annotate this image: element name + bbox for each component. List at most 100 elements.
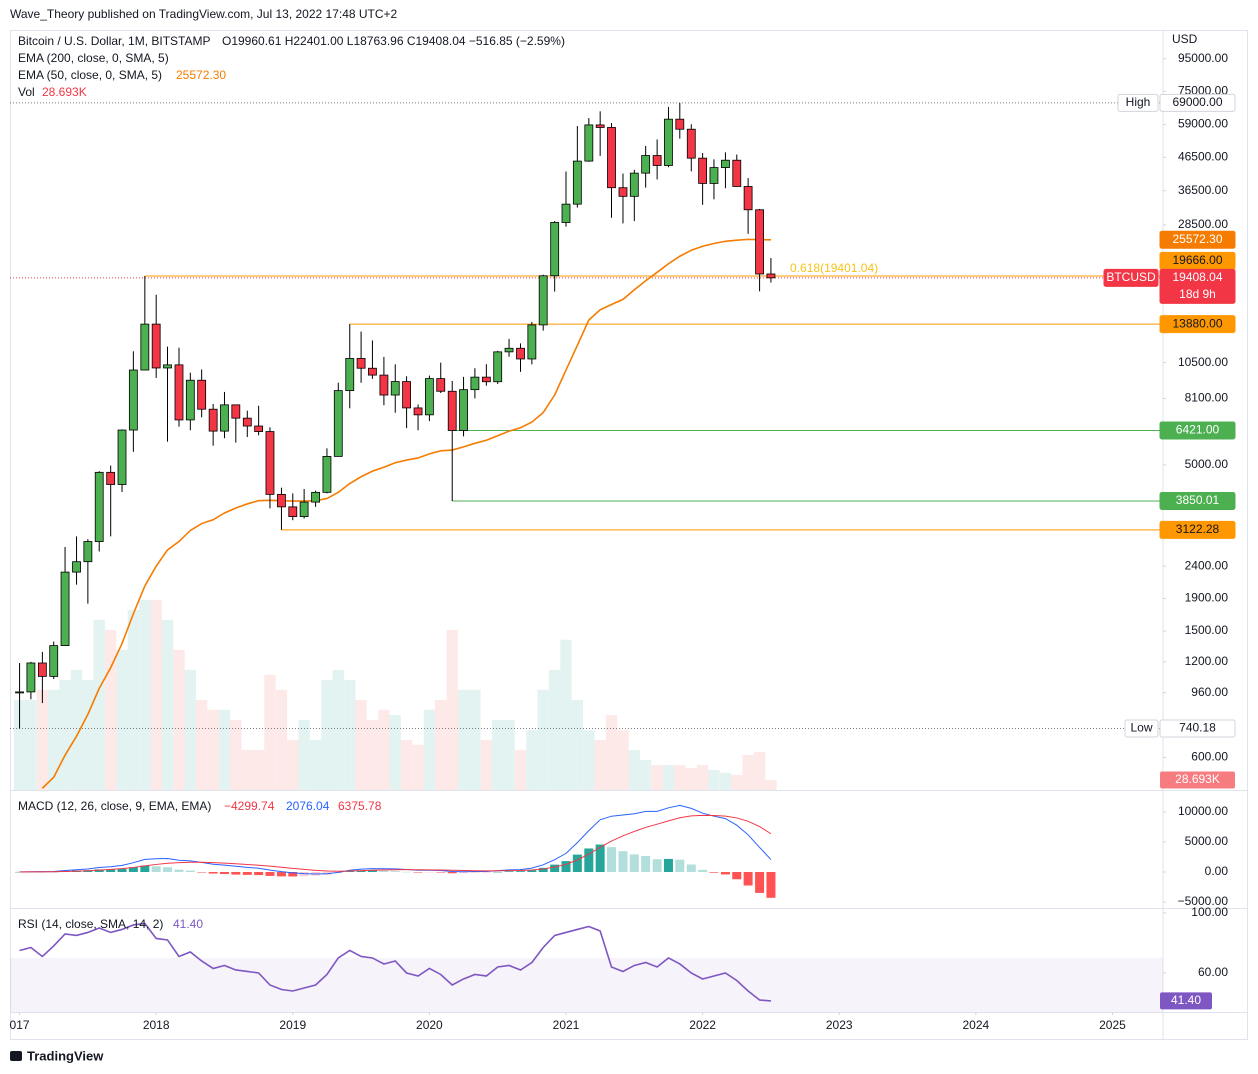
volume-bar	[93, 619, 105, 790]
volume-bar	[696, 765, 709, 790]
axis-label-box	[1159, 719, 1236, 738]
publisher: Wave_Theory published on TradingView.com…	[10, 7, 398, 21]
candle-body	[83, 541, 93, 563]
y-tick-label: 10500.00	[1178, 355, 1228, 369]
volume-bar	[594, 739, 606, 790]
macd-line	[19, 804, 772, 875]
volume-bar	[25, 699, 37, 790]
axis-tag: BTCUSD	[1106, 270, 1156, 284]
volume-bar	[537, 689, 549, 790]
frame	[10, 30, 1248, 1040]
legend-ema50-value: 25572.30	[176, 68, 226, 82]
volume-bar	[127, 609, 140, 790]
brand-name: TradingView	[27, 1048, 104, 1063]
macd-histogram-bar	[493, 871, 503, 873]
legend-macd-signal: 6375.78	[338, 799, 382, 813]
macd-histogram-bar	[504, 871, 514, 873]
macd-histogram-bar	[618, 851, 628, 873]
candle-body	[140, 323, 150, 371]
macd-histogram-bar	[652, 859, 662, 873]
macd-line	[19, 814, 772, 873]
volume-bar	[82, 680, 94, 790]
axis-label: 13880.00	[1172, 316, 1222, 330]
legend-ema200: EMA (200, close, 0, SMA, 5)	[18, 51, 169, 65]
legend-ohlc: O19960.61 H22401.00 L18763.96 C19408.04 …	[222, 34, 565, 48]
candle-body	[106, 471, 116, 485]
candle-body	[117, 429, 127, 485]
candle-body	[322, 456, 332, 493]
candle-body	[755, 209, 764, 275]
macd-histogram-bar	[174, 869, 184, 873]
x-tick-label: 2024	[962, 1018, 989, 1032]
macd-histogram-bar	[276, 872, 286, 877]
volume-bar	[605, 715, 618, 790]
volume-bar	[492, 719, 504, 790]
x-tick-label: 2018	[143, 1018, 170, 1032]
y-tick-label: 5000.00	[1185, 457, 1229, 471]
macd-histogram-bar	[709, 872, 719, 873]
volume-bar	[275, 689, 288, 790]
candle-body	[151, 323, 161, 369]
axis-tag-box	[1124, 719, 1159, 738]
axis-label: 19408.04	[1172, 270, 1222, 284]
candle-body	[686, 128, 696, 159]
macd-histogram-bar	[470, 872, 480, 873]
macd-histogram-bar	[606, 847, 616, 873]
volume-bar	[400, 739, 413, 790]
axis-label: 3122.28	[1176, 522, 1220, 536]
macd-histogram-bar	[698, 869, 708, 873]
volume-bar	[366, 719, 379, 790]
candle-body	[49, 645, 59, 677]
candle-body	[185, 379, 195, 421]
axis-label: 25572.30	[1172, 232, 1222, 246]
candle-body	[288, 506, 298, 517]
x-tick-label: 2023	[826, 1018, 853, 1032]
candle-body	[516, 347, 525, 360]
volume-bar	[731, 774, 743, 790]
axis-tag-box	[1117, 93, 1159, 112]
y-tick-label: 100.00	[1191, 905, 1228, 919]
candle-body	[561, 203, 571, 223]
macd-histogram-bar	[345, 871, 355, 873]
candle-body	[220, 404, 229, 432]
x-tick-label: 2019	[279, 1018, 306, 1032]
macd-histogram-bar	[390, 871, 400, 873]
y-tick-label: 600.00	[1191, 750, 1228, 764]
y-tick-label: 46500.00	[1178, 149, 1228, 163]
rsi-band	[10, 957, 1163, 1012]
macd-histogram-bar	[663, 858, 673, 873]
volume-bar	[116, 649, 128, 790]
volume-bar	[195, 699, 208, 790]
candle-body	[402, 381, 411, 409]
candle-body	[584, 124, 594, 162]
legend-rsi-value: 41.40	[173, 917, 203, 931]
candle-body	[721, 159, 730, 168]
macd-histogram-bar	[572, 854, 582, 873]
volume-bar	[105, 629, 117, 790]
volume-bar	[287, 739, 299, 790]
volume-bar	[241, 750, 253, 790]
candle-body	[413, 407, 423, 416]
candle-body	[15, 691, 24, 694]
candle-body	[595, 124, 605, 128]
volume-bar	[321, 680, 333, 790]
candle-body	[94, 471, 104, 542]
macd-histogram-bar	[755, 872, 765, 893]
y-tick-label: 2400.00	[1185, 558, 1229, 572]
macd-histogram-bar	[766, 872, 776, 898]
candle-body	[26, 662, 36, 693]
macd-histogram-bar	[367, 870, 377, 873]
axis-tag: Low	[1130, 721, 1152, 735]
macd-histogram-bar	[720, 872, 730, 875]
volume-bar	[549, 669, 561, 790]
candle-body	[72, 561, 81, 573]
macd-histogram-bar	[402, 871, 412, 873]
candle-body	[675, 118, 685, 130]
volume-bar	[139, 599, 151, 790]
y-tick-label: 8100.00	[1185, 391, 1229, 405]
legend-rsi: RSI (14, close, SMA, 14, 2)	[18, 917, 163, 931]
volume-bar	[719, 772, 732, 790]
volume-bar	[344, 680, 356, 790]
axis-label-box	[1159, 492, 1236, 511]
